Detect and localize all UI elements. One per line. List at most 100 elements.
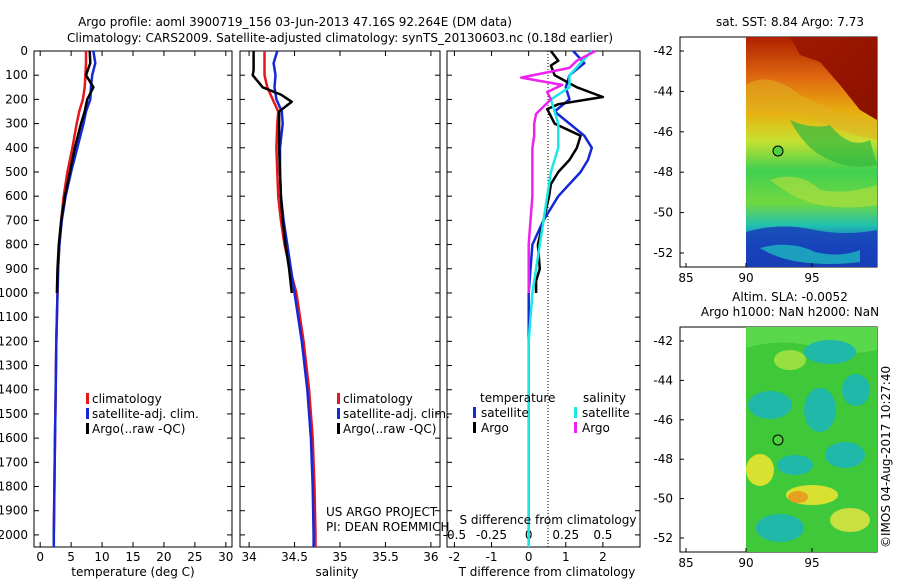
temperature-panel: 0100200300400500600700800900100011001200…: [0, 44, 233, 579]
x-tick-label: 15: [125, 550, 140, 564]
title-line1: Argo profile: aoml 3900719_156 03-Jun-20…: [78, 15, 512, 29]
legend-swatch-s-argo: [574, 422, 577, 433]
map-x-tick-label: 85: [678, 556, 693, 570]
x-tick-label: 36: [423, 550, 438, 564]
map-y-tick-label: -48: [653, 452, 673, 466]
legend-label-climatology: climatology: [92, 392, 162, 406]
legend-label-satellite: satellite-adj. clim.: [343, 407, 450, 421]
map-x-tick-label: 85: [678, 271, 693, 285]
difference-axes-frame: [446, 50, 641, 548]
legend-label-climatology: climatology: [343, 392, 413, 406]
y-tick-label: 1400: [0, 383, 28, 397]
legend-swatch-argo: [337, 423, 340, 434]
sla-map-title1: Altim. SLA: -0.0052: [732, 290, 848, 304]
legend-swatch-satellite: [86, 408, 89, 419]
y-tick-label: 0: [20, 44, 28, 58]
project-label: US ARGO PROJECT: [326, 505, 438, 519]
x-top-tick-label: -0.5: [443, 528, 466, 542]
legend-swatch-argo: [86, 423, 89, 434]
map-y-tick-label: -50: [653, 206, 673, 220]
x-tick-label: 30: [218, 550, 233, 564]
legend-label-s-argo: Argo: [582, 421, 610, 435]
series-line-salinity-satellite: [527, 50, 593, 547]
y-tick-label: 400: [5, 141, 28, 155]
x-tick-label: 10: [94, 550, 109, 564]
map-y-tick-label: -46: [653, 413, 673, 427]
y-tick-label: 300: [5, 117, 28, 131]
map-x-tick-label: 95: [804, 556, 819, 570]
y-tick-label: 1100: [0, 310, 28, 324]
y-tick-label: 500: [5, 165, 28, 179]
map-x-tick-label: 95: [804, 271, 819, 285]
title-line2: Climatology: CARS2009. Satellite-adjuste…: [67, 31, 613, 45]
y-tick-label: 1700: [0, 455, 28, 469]
y-tick-label: 900: [5, 262, 28, 276]
y-tick-label: 1800: [0, 480, 28, 494]
temperature-axes-frame: [33, 50, 233, 548]
series-line-argo-raw-qc-: [251, 51, 294, 294]
salinity-xlabel: salinity: [315, 565, 358, 579]
series-line-climatology: [263, 51, 317, 547]
y-tick-label: 1000: [0, 286, 28, 300]
series-line-argo-raw-qc-: [55, 50, 95, 294]
x-tick-label: 25: [187, 550, 202, 564]
x-tick-label: 5: [67, 550, 75, 564]
series-line-satellite-adj-clim-: [52, 50, 97, 547]
series-line-salinity-argo: [519, 49, 597, 293]
y-tick-label: 100: [5, 68, 28, 82]
map-y-tick-label: -52: [653, 531, 673, 545]
x-tick-label: 35: [332, 550, 347, 564]
difference-xlabel: T difference from climatology: [458, 565, 636, 579]
x-top-tick-label: 0.5: [593, 528, 612, 542]
map-y-tick-label: -44: [653, 84, 673, 98]
y-tick-label: 1600: [0, 431, 28, 445]
legend-label-t-satellite: satellite: [481, 406, 529, 420]
y-tick-label: 200: [5, 92, 28, 106]
x-tick-label: 20: [156, 550, 171, 564]
legend-swatch-t-argo: [473, 422, 476, 433]
y-tick-label: 1900: [0, 504, 28, 518]
y-tick-label: 1200: [0, 334, 28, 348]
salinity-axes-frame: [239, 50, 441, 548]
x-tick-label: -1: [486, 550, 498, 564]
y-tick-label: 800: [5, 238, 28, 252]
x-top-tick-label: -0.25: [476, 528, 507, 542]
imos-timestamp-label: ©IMOS 04-Aug-2017 10:27:40: [879, 366, 893, 548]
sla-map: Altim. SLA: -0.0052 Argo h1000: NaN h200…: [653, 290, 879, 570]
x-tick-label: 34: [241, 550, 256, 564]
legend-label-t-argo: Argo: [481, 421, 509, 435]
x-tick-label: 1: [562, 550, 570, 564]
x-tick-label: -2: [448, 550, 460, 564]
legend-label-s-satellite: satellite: [582, 406, 630, 420]
map-y-tick-label: -42: [653, 334, 673, 348]
y-tick-label: 2000: [0, 528, 28, 542]
sst-map: sat. SST: 8.84 Argo: 7.73 85 90 95 -42 -44 -4…: [653, 15, 878, 285]
legend-label-argo: Argo(..raw -QC): [92, 422, 185, 436]
y-tick-label: 600: [5, 189, 28, 203]
difference-xlabel-top: S difference from climatology: [460, 513, 637, 527]
salinity-legend: climatology satellite-adj. clim. Argo(..…: [337, 392, 450, 436]
argo-location-marker: [772, 145, 784, 157]
legend-label-argo: Argo(..raw -QC): [343, 422, 436, 436]
pi-label: PI: DEAN ROEMMICH: [326, 520, 449, 534]
series-line-temperature-argo: [534, 50, 605, 293]
argo-location-marker: [772, 434, 784, 446]
legend-swatch-t-satellite: [473, 407, 476, 418]
map-x-tick-label: 90: [738, 556, 753, 570]
map-y-tick-label: -48: [653, 165, 673, 179]
x-tick-label: 0: [525, 550, 533, 564]
temperature-xlabel: temperature (deg C): [71, 565, 194, 579]
legend-label-satellite: satellite-adj. clim.: [92, 407, 199, 421]
legend-swatch-satellite: [337, 408, 340, 419]
salinity-panel: 34 34.5 35 35.5 36 salinity climatology sate…: [239, 50, 450, 579]
x-tick-label: 2: [599, 550, 607, 564]
legend-heading-salinity: salinity: [583, 391, 626, 405]
x-tick-label: 35.5: [372, 550, 399, 564]
legend-heading-temperature: temperature: [480, 391, 555, 405]
x-tick-label: 34.5: [281, 550, 308, 564]
legend-swatch-s-satellite: [574, 407, 577, 418]
legend-swatch-climatology: [86, 393, 89, 404]
sla-image: [746, 327, 877, 552]
map-y-tick-label: -46: [653, 125, 673, 139]
